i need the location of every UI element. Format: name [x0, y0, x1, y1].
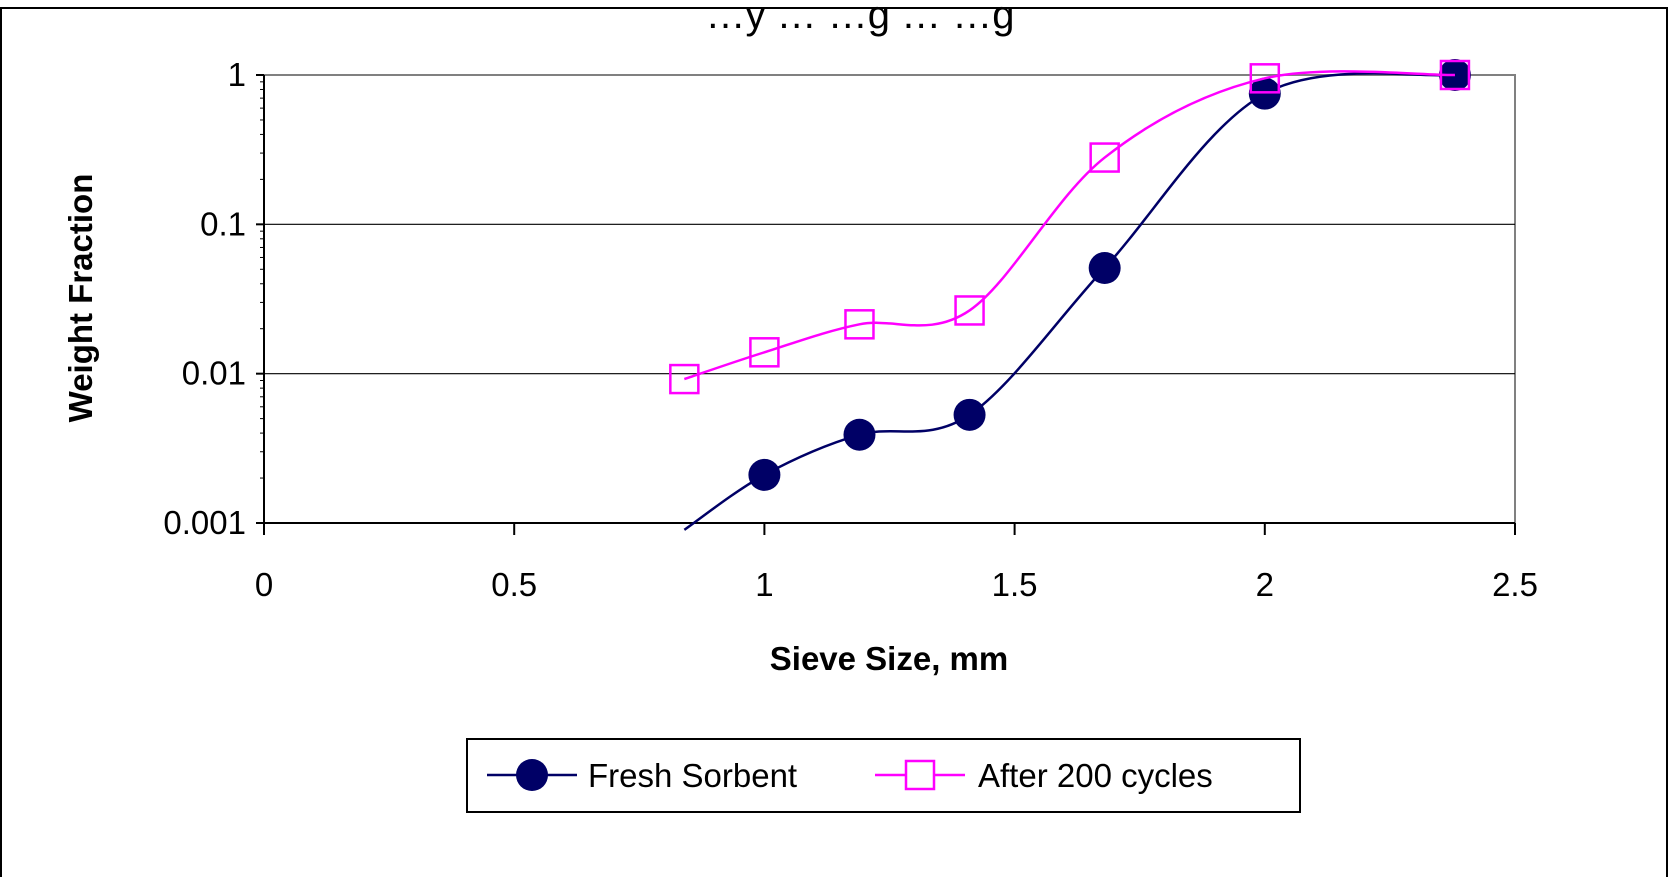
y-tick-label: 0.1	[200, 205, 246, 242]
legend-marker-after	[904, 759, 936, 791]
x-tick-label: 1.5	[992, 566, 1038, 603]
legend-label-after: After 200 cycles	[978, 757, 1213, 794]
data-point-fresh	[748, 458, 781, 491]
data-point-fresh	[1248, 77, 1281, 110]
legend-marker-fresh	[516, 759, 548, 791]
grid-lines	[264, 223, 1515, 375]
y-tick-label: 1	[228, 56, 246, 93]
x-tick-label: 0.5	[491, 566, 537, 603]
data-point-after	[1089, 142, 1120, 173]
data-point-fresh	[1088, 252, 1121, 285]
axes: 0.001 0.01 0.1 1 0 0.5 1 1.5 2 2.5	[163, 56, 1538, 603]
data-point-after	[844, 309, 875, 340]
y-tick-label: 0.001	[163, 504, 246, 541]
y-tick-label: 0.01	[182, 355, 246, 392]
series-layer	[669, 59, 1471, 531]
data-point-fresh	[953, 398, 986, 431]
legend-label-fresh: Fresh Sorbent	[588, 757, 797, 794]
data-point-after	[669, 363, 700, 395]
chart-title: …y … …g … …g	[706, 0, 1015, 37]
x-tick-label: 0	[255, 566, 273, 603]
data-point-after	[954, 295, 985, 326]
x-tick-label: 2	[1256, 566, 1274, 603]
x-tick-label: 1	[755, 566, 773, 603]
data-point-after	[1439, 59, 1471, 91]
data-point-fresh	[843, 418, 876, 451]
y-axis-title: Weight Fraction	[62, 174, 99, 423]
plot-area	[263, 74, 1516, 524]
data-point-after	[1249, 63, 1281, 94]
data-point-after	[749, 337, 780, 368]
x-axis-title: Sieve Size, mm	[770, 640, 1008, 677]
x-tick-label: 2.5	[1492, 566, 1538, 603]
legend: Fresh Sorbent After 200 cycles	[466, 738, 1301, 813]
